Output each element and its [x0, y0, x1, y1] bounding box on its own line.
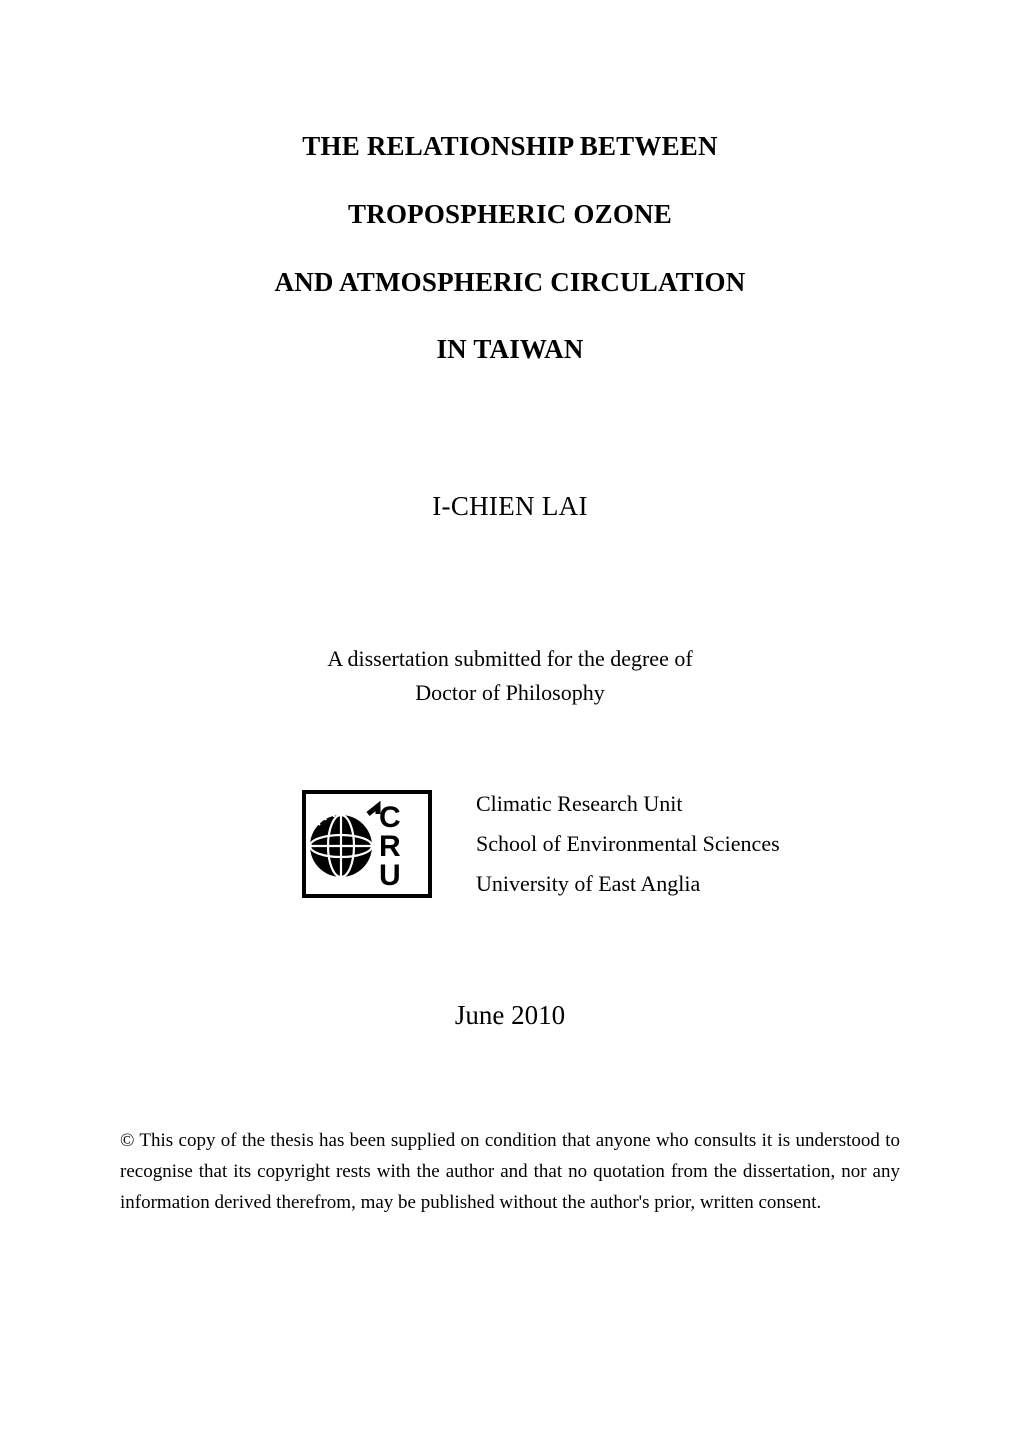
- page-container: THE RELATIONSHIP BETWEEN TROPOSPHERIC OZ…: [0, 0, 1020, 1442]
- title-line-4: IN TAIWAN: [120, 331, 900, 369]
- title-line-3: AND ATMOSPHERIC CIRCULATION: [120, 264, 900, 302]
- title-line-2: TROPOSPHERIC OZONE: [120, 196, 900, 234]
- affiliation-text: Climatic Research Unit School of Environ…: [476, 790, 780, 898]
- affiliation-row: C R U Climatic Research Unit School of E…: [302, 790, 900, 898]
- submission-line-1: A dissertation submitted for the degree …: [120, 642, 900, 676]
- thesis-date: June 2010: [120, 1000, 900, 1031]
- copyright-notice: © This copy of the thesis has been suppl…: [120, 1126, 900, 1218]
- svg-text:U: U: [379, 859, 401, 892]
- author-name: I-CHIEN LAI: [120, 491, 900, 522]
- affiliation-university: University of East Anglia: [476, 870, 780, 899]
- cru-logo-icon: C R U: [306, 794, 428, 894]
- title-block: THE RELATIONSHIP BETWEEN TROPOSPHERIC OZ…: [120, 128, 900, 369]
- cru-logo: C R U: [302, 790, 432, 898]
- title-line-1: THE RELATIONSHIP BETWEEN: [120, 128, 900, 166]
- affiliation-unit: Climatic Research Unit: [476, 790, 780, 819]
- submission-line-2: Doctor of Philosophy: [120, 676, 900, 710]
- affiliation-school: School of Environmental Sciences: [476, 830, 780, 859]
- submission-block: A dissertation submitted for the degree …: [120, 642, 900, 710]
